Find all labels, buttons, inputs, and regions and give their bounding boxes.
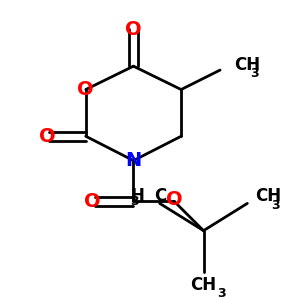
Text: N: N: [125, 151, 142, 170]
Text: 3: 3: [250, 68, 259, 80]
Text: CH: CH: [190, 276, 217, 294]
Text: O: O: [125, 20, 142, 39]
Text: O: O: [38, 127, 55, 146]
Text: O: O: [166, 190, 183, 209]
Text: CH: CH: [255, 187, 281, 205]
Text: 3: 3: [272, 199, 280, 212]
Text: CH: CH: [234, 56, 260, 74]
Text: O: O: [84, 192, 101, 211]
Text: 3: 3: [217, 287, 225, 300]
Text: H: H: [130, 187, 144, 205]
Text: 3: 3: [130, 195, 138, 208]
Text: C: C: [154, 187, 166, 205]
Text: O: O: [77, 80, 94, 99]
